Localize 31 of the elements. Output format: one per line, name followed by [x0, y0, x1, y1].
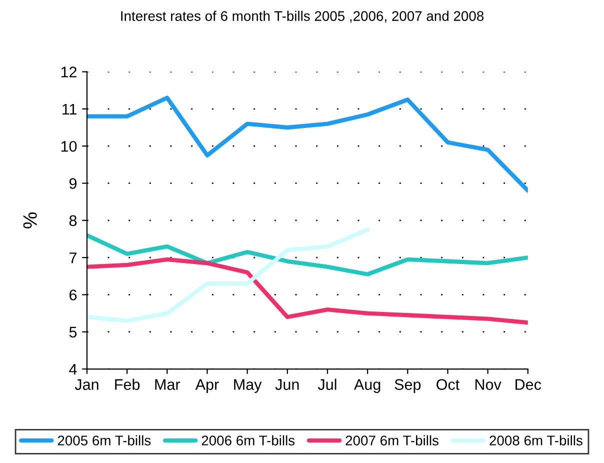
y-tick-label: 8: [69, 215, 77, 226]
x-tick-label: Mar: [155, 379, 180, 390]
x-tick-label: Jul: [318, 378, 336, 390]
legend-label: 2008 6m T-bills: [490, 435, 582, 446]
x-tick-label: Jun: [275, 379, 299, 390]
x-tick-label: Feb: [115, 378, 140, 390]
x-tick-label: Sep: [394, 379, 421, 393]
y-tick-label: 11: [62, 104, 77, 114]
x-tick-label: Nov: [475, 379, 502, 390]
y-tick-label: 4: [69, 364, 77, 375]
legend-label: 2007 6m T-bills: [346, 435, 438, 446]
y-tick-label: 12: [61, 66, 76, 78]
y-tick-label: 10: [61, 140, 77, 152]
legend-label: 2006 6m T-bills: [202, 435, 295, 446]
x-tick-label: Aug: [354, 379, 380, 393]
y-tick-label: 9: [69, 178, 77, 189]
y-tick-label: 6: [70, 290, 77, 300]
y-tick-label: 7: [70, 252, 76, 264]
line-series: [86, 233, 528, 276]
x-tick-label: Dec: [516, 379, 542, 390]
x-tick-label: May: [234, 379, 262, 393]
line-series: [86, 96, 528, 193]
x-tick-label: Jan: [74, 379, 98, 390]
chart-title: Interest rates of 6 month T-bills 2005 ,2006, 2007 and 2008: [121, 10, 484, 23]
x-tick-label: Apr: [195, 379, 219, 393]
legend-label: 2005 6m T-bills: [58, 435, 151, 446]
y-axis-title: %: [23, 212, 37, 228]
line-series: [86, 257, 528, 325]
line-series: [86, 228, 370, 323]
x-tick-label: Oct: [436, 379, 460, 390]
y-tick-label: 5: [69, 326, 77, 338]
